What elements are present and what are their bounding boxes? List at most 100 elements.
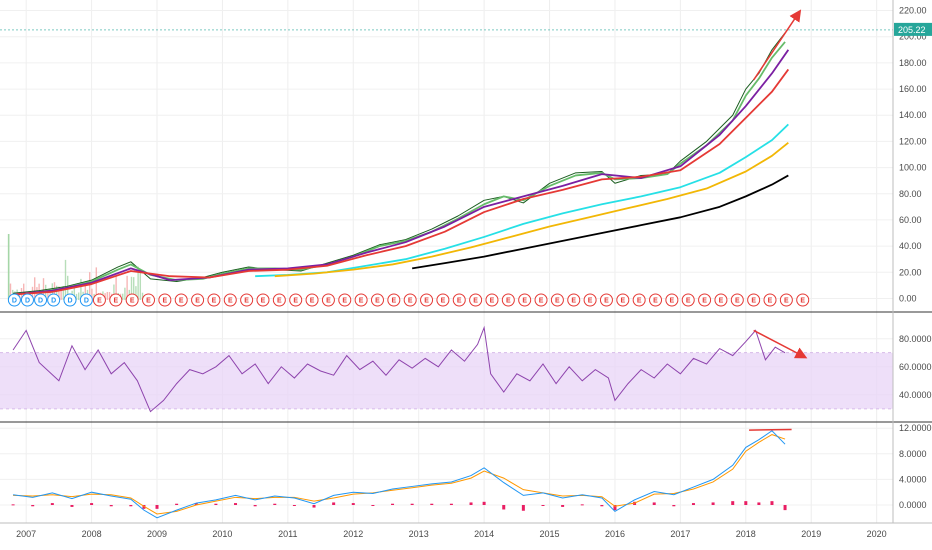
event-marker-label: E: [441, 298, 446, 305]
event-marker-e[interactable]: [501, 293, 515, 307]
event-marker-e[interactable]: [109, 293, 123, 307]
event-marker-e[interactable]: [599, 293, 613, 307]
event-marker-e[interactable]: [92, 293, 106, 307]
event-marker-e[interactable]: [469, 293, 483, 307]
event-marker-e[interactable]: [354, 293, 368, 307]
volume-bar: [64, 259, 67, 300]
event-marker-e[interactable]: [256, 293, 270, 307]
event-marker-d[interactable]: [20, 293, 34, 307]
event-marker-label: E: [620, 298, 625, 305]
event-marker-label: D: [84, 298, 89, 305]
event-marker-e[interactable]: [714, 293, 728, 307]
event-marker-e[interactable]: [796, 293, 810, 307]
event-marker-e[interactable]: [305, 293, 319, 307]
event-marker-label: E: [686, 298, 691, 305]
price-moving-averages: [12, 32, 790, 296]
event-marker-label: D: [25, 298, 30, 305]
event-marker-e[interactable]: [240, 293, 254, 307]
event-marker-e[interactable]: [665, 293, 679, 307]
event-marker-e[interactable]: [747, 293, 761, 307]
price-tick-label: 0.00: [899, 293, 917, 303]
event-marker-label: E: [244, 298, 249, 305]
volume-bar: [95, 267, 98, 300]
event-marker-label: E: [670, 298, 675, 305]
event-marker-e[interactable]: [567, 293, 581, 307]
volume-bar: [7, 234, 10, 300]
macd-hist-bar: [155, 505, 159, 509]
event-marker-d[interactable]: [63, 293, 77, 307]
volume-bar: [89, 272, 91, 300]
event-marker-label: E: [506, 298, 511, 305]
volume-bar: [124, 287, 126, 300]
event-marker-e[interactable]: [583, 293, 597, 307]
event-marker-e[interactable]: [763, 293, 777, 307]
macd-hist-bar: [613, 505, 617, 511]
event-marker-label: E: [751, 298, 756, 305]
event-marker-e[interactable]: [387, 293, 401, 307]
macd-tick-label: 12.0000: [899, 423, 932, 433]
event-marker-e[interactable]: [125, 293, 139, 307]
price-up-arrow: [753, 9, 802, 81]
event-marker-e[interactable]: [272, 293, 286, 307]
chart-grid: [0, 0, 893, 523]
event-marker-d[interactable]: [79, 293, 93, 307]
year-tick-label: 2014: [474, 529, 494, 539]
event-marker-e[interactable]: [698, 293, 712, 307]
event-marker-e[interactable]: [616, 293, 630, 307]
event-marker-label: E: [326, 298, 331, 305]
macd-hist-bar: [234, 503, 238, 505]
event-marker-e[interactable]: [649, 293, 663, 307]
volume-bar: [60, 287, 62, 300]
event-marker-e[interactable]: [174, 293, 188, 307]
event-marker-e[interactable]: [321, 293, 335, 307]
macd-hist-bar: [711, 502, 715, 505]
volume-bar: [9, 283, 12, 300]
event-marker-e[interactable]: [452, 293, 466, 307]
event-marker-e[interactable]: [534, 293, 548, 307]
event-marker-e[interactable]: [436, 293, 450, 307]
event-marker-e[interactable]: [338, 293, 352, 307]
event-marker-e[interactable]: [779, 293, 793, 307]
event-marker-e[interactable]: [370, 293, 384, 307]
event-marker-e[interactable]: [158, 293, 172, 307]
macd-hist-bar: [783, 505, 787, 511]
event-marker-e[interactable]: [403, 293, 417, 307]
event-marker-e[interactable]: [730, 293, 744, 307]
year-tick-label: 2012: [343, 529, 363, 539]
price-tick-label: 40.00: [899, 241, 922, 251]
event-marker-label: D: [38, 298, 43, 305]
event-marker-e[interactable]: [518, 293, 532, 307]
macd-hist-bar: [371, 505, 375, 506]
volume-bar: [113, 284, 115, 300]
macd-hist-bar: [561, 505, 565, 507]
event-marker-e[interactable]: [289, 293, 303, 307]
price-series-5: [274, 142, 789, 278]
volume-bar: [84, 284, 87, 300]
macd-hist-bar: [770, 501, 774, 505]
event-marker-e[interactable]: [420, 293, 434, 307]
macd-hist-bar: [410, 503, 414, 505]
panel-dividers: [0, 0, 932, 524]
event-marker-e[interactable]: [142, 293, 156, 307]
macd-hist-bar: [312, 505, 316, 508]
macd-hist-bar: [194, 503, 198, 505]
event-marker-e[interactable]: [485, 293, 499, 307]
macd-hist-bar: [731, 501, 735, 505]
event-marker-e[interactable]: [207, 293, 221, 307]
event-marker-label: E: [261, 298, 266, 305]
event-marker-e[interactable]: [223, 293, 237, 307]
event-marker-d[interactable]: [47, 293, 61, 307]
event-marker-d[interactable]: [7, 293, 21, 307]
event-marker-e[interactable]: [191, 293, 205, 307]
macd-tick-label: 8.0000: [899, 449, 927, 459]
volume-bar: [106, 291, 109, 300]
axis-labels: 0.00 20.00 40.00 60.00 80.00 100.00 120.00 140.…: [16, 6, 932, 539]
price-tick-label: 20.00: [899, 267, 922, 277]
event-marker-e[interactable]: [632, 293, 646, 307]
event-marker-d[interactable]: [34, 293, 48, 307]
event-marker-e[interactable]: [550, 293, 564, 307]
volume-bar: [135, 286, 137, 300]
event-marker-e[interactable]: [681, 293, 695, 307]
